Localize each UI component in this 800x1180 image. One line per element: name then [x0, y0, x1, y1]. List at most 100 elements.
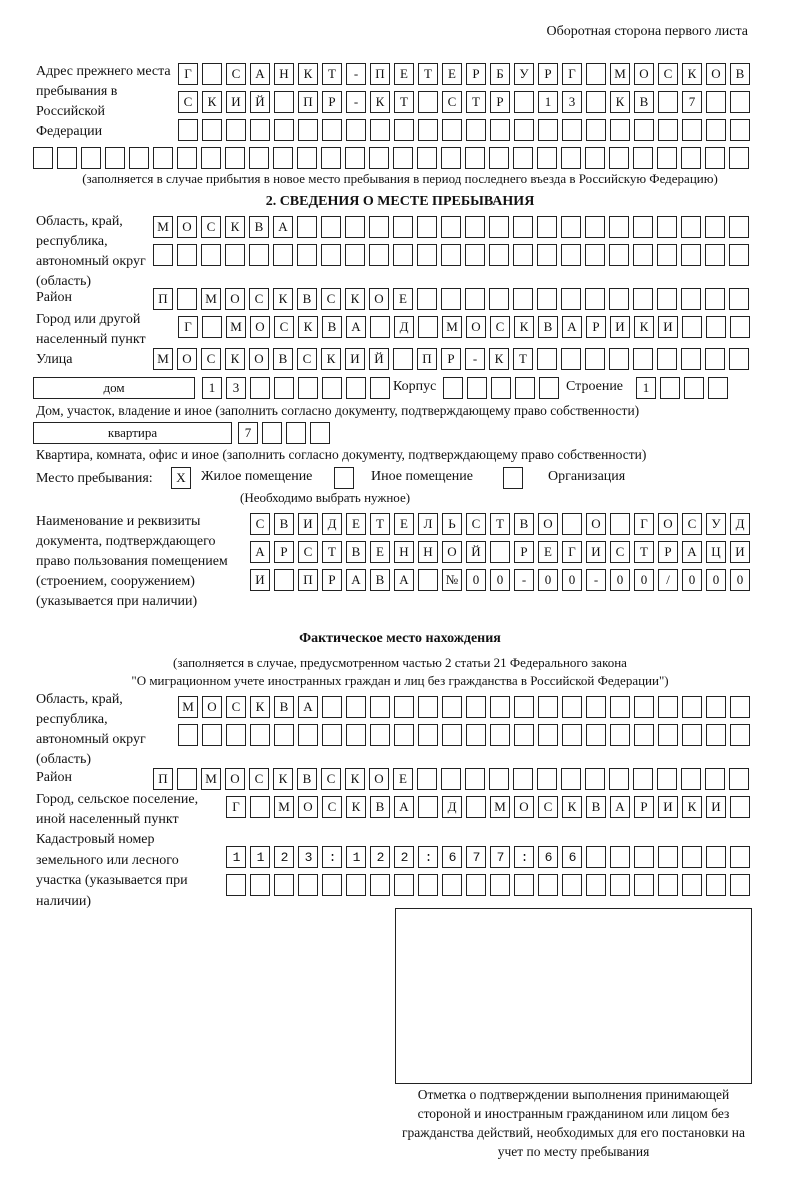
- char-cell[interactable]: [657, 147, 677, 169]
- char-cell[interactable]: [394, 696, 414, 718]
- char-cell[interactable]: [610, 119, 630, 141]
- char-cell[interactable]: [538, 724, 558, 746]
- char-cell[interactable]: К: [562, 796, 582, 818]
- char-cell[interactable]: К: [273, 288, 293, 310]
- char-cell[interactable]: А: [610, 796, 630, 818]
- char-cell[interactable]: [729, 288, 749, 310]
- char-cell[interactable]: [585, 216, 605, 238]
- char-cell[interactable]: [249, 244, 269, 266]
- char-cell[interactable]: [513, 147, 533, 169]
- char-cell[interactable]: [465, 768, 485, 790]
- char-cell[interactable]: [730, 91, 750, 113]
- apartment-number-row[interactable]: 7: [238, 422, 334, 444]
- char-cell[interactable]: Р: [274, 541, 294, 563]
- char-cell[interactable]: 7: [682, 91, 702, 113]
- char-cell[interactable]: [417, 216, 437, 238]
- char-cell[interactable]: Р: [490, 91, 510, 113]
- char-cell[interactable]: [705, 348, 725, 370]
- char-cell[interactable]: [274, 569, 294, 591]
- char-cell[interactable]: [274, 724, 294, 746]
- char-cell[interactable]: [418, 569, 438, 591]
- char-cell[interactable]: [586, 846, 606, 868]
- char-cell[interactable]: [442, 119, 462, 141]
- char-cell[interactable]: [274, 377, 294, 399]
- char-cell[interactable]: М: [610, 63, 630, 85]
- char-cell[interactable]: [730, 724, 750, 746]
- korpus-row[interactable]: [443, 377, 563, 399]
- char-cell[interactable]: [586, 696, 606, 718]
- char-cell[interactable]: К: [225, 216, 245, 238]
- char-cell[interactable]: С: [658, 63, 678, 85]
- char-cell[interactable]: [609, 768, 629, 790]
- char-cell[interactable]: П: [153, 768, 173, 790]
- char-cell[interactable]: [609, 244, 629, 266]
- char-cell[interactable]: 0: [682, 569, 702, 591]
- char-cell[interactable]: [658, 91, 678, 113]
- char-cell[interactable]: [658, 119, 678, 141]
- char-cell[interactable]: [610, 696, 630, 718]
- char-cell[interactable]: [681, 216, 701, 238]
- char-cell[interactable]: [273, 244, 293, 266]
- char-cell[interactable]: 0: [730, 569, 750, 591]
- char-cell[interactable]: О: [706, 63, 726, 85]
- char-cell[interactable]: [562, 874, 582, 896]
- char-cell[interactable]: [633, 244, 653, 266]
- char-cell[interactable]: [226, 846, 246, 868]
- char-cell[interactable]: [370, 874, 390, 896]
- char-cell[interactable]: [729, 147, 749, 169]
- char-cell[interactable]: А: [346, 569, 366, 591]
- char-cell[interactable]: [202, 63, 222, 85]
- char-cell[interactable]: А: [346, 316, 366, 338]
- char-cell[interactable]: И: [250, 569, 270, 591]
- char-cell[interactable]: О: [225, 288, 245, 310]
- char-cell[interactable]: О: [634, 63, 654, 85]
- char-cell[interactable]: В: [370, 569, 390, 591]
- char-cell[interactable]: Е: [393, 288, 413, 310]
- char-cell[interactable]: О: [298, 796, 318, 818]
- char-cell[interactable]: [369, 244, 389, 266]
- char-cell[interactable]: [346, 119, 366, 141]
- char-cell[interactable]: [442, 874, 462, 896]
- char-cell[interactable]: В: [297, 768, 317, 790]
- char-cell[interactable]: [681, 348, 701, 370]
- char-cell[interactable]: [417, 147, 437, 169]
- char-cell[interactable]: И: [345, 348, 365, 370]
- char-cell[interactable]: [202, 316, 222, 338]
- char-cell[interactable]: П: [298, 91, 318, 113]
- char-cell[interactable]: К: [514, 316, 534, 338]
- char-cell[interactable]: Т: [322, 63, 342, 85]
- char-cell[interactable]: К: [370, 91, 390, 113]
- char-cell[interactable]: [657, 288, 677, 310]
- char-cell[interactable]: [298, 874, 318, 896]
- char-cell[interactable]: Д: [730, 513, 750, 535]
- char-cell[interactable]: [657, 348, 677, 370]
- char-cell[interactable]: [178, 119, 198, 141]
- char-cell[interactable]: М: [153, 216, 173, 238]
- char-cell[interactable]: [514, 724, 534, 746]
- char-cell[interactable]: [297, 216, 317, 238]
- char-cell[interactable]: М: [226, 316, 246, 338]
- char-cell[interactable]: [515, 377, 535, 399]
- char-cell[interactable]: [441, 288, 461, 310]
- char-cell[interactable]: Г: [178, 63, 198, 85]
- char-cell[interactable]: [370, 724, 390, 746]
- char-cell[interactable]: [346, 696, 366, 718]
- char-cell[interactable]: Р: [322, 91, 342, 113]
- char-cell[interactable]: [682, 724, 702, 746]
- char-cell[interactable]: И: [226, 91, 246, 113]
- char-cell[interactable]: [322, 119, 342, 141]
- char-cell[interactable]: [657, 244, 677, 266]
- char-cell[interactable]: О: [466, 316, 486, 338]
- char-cell[interactable]: [322, 696, 342, 718]
- char-cell[interactable]: [730, 874, 750, 896]
- char-cell[interactable]: [274, 119, 294, 141]
- char-cell[interactable]: [682, 316, 702, 338]
- char-cell[interactable]: И: [658, 316, 678, 338]
- char-cell[interactable]: В: [297, 288, 317, 310]
- char-cell[interactable]: [466, 846, 486, 868]
- char-cell[interactable]: [490, 846, 510, 868]
- char-cell[interactable]: А: [250, 63, 270, 85]
- char-cell[interactable]: К: [250, 696, 270, 718]
